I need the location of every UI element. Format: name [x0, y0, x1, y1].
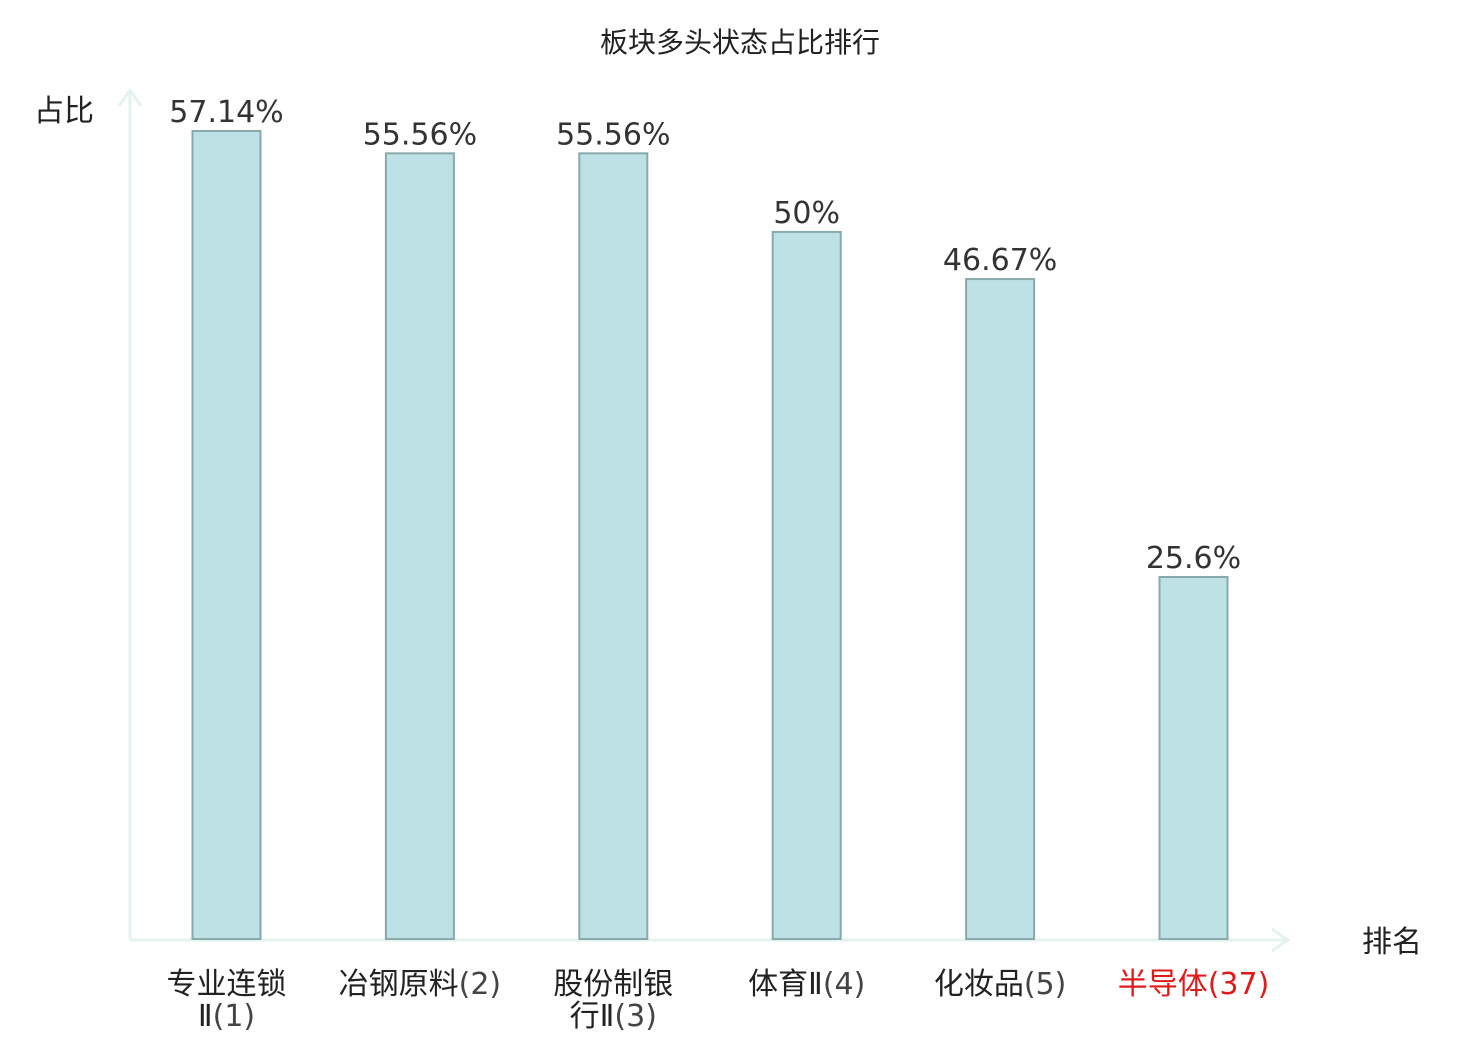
category-label-5: 化妆品(5)	[934, 967, 1067, 1002]
y-axis-label: 占比	[34, 94, 94, 129]
chart-title: 板块多头状态占比排行	[600, 26, 880, 59]
category-label-2: 冶钢原料(2)	[339, 967, 502, 1002]
category-label-3: 股份制银行Ⅱ(3)	[553, 967, 673, 1034]
value-labels: 57.14% 55.56% 55.56% 50% 46.67% 25.6%	[169, 95, 1241, 576]
bar-4	[771, 230, 842, 940]
category-label-4: 体育Ⅱ(4)	[748, 967, 865, 1002]
value-label-3: 55.56%	[556, 117, 670, 152]
value-label-2: 55.56%	[363, 117, 477, 152]
category-labels: 专业连锁 Ⅱ(1) 冶钢原料(2) 股份制银行Ⅱ(3) 体育Ⅱ(4) 化妆品(5) 半导体(…	[167, 967, 1270, 1034]
bar-3	[578, 152, 649, 940]
axes	[117, 87, 1291, 953]
value-label-1: 57.14%	[169, 95, 283, 130]
value-label-4: 50%	[773, 196, 840, 231]
category-label-1: 专业连锁 Ⅱ(1)	[167, 967, 287, 1034]
bar-5	[965, 278, 1036, 940]
bar-6	[1158, 575, 1229, 941]
value-label-5: 46.67%	[943, 243, 1057, 278]
bar-1	[191, 130, 262, 940]
x-axis-label: 排名	[1362, 925, 1422, 960]
x-axis-arrow-icon	[1271, 927, 1291, 953]
bars	[191, 130, 1229, 941]
bar-2	[384, 152, 455, 940]
y-axis-arrow-icon	[117, 87, 143, 107]
value-label-6: 25.6%	[1146, 541, 1241, 576]
category-label-6: 半导体(37)	[1118, 967, 1270, 1002]
